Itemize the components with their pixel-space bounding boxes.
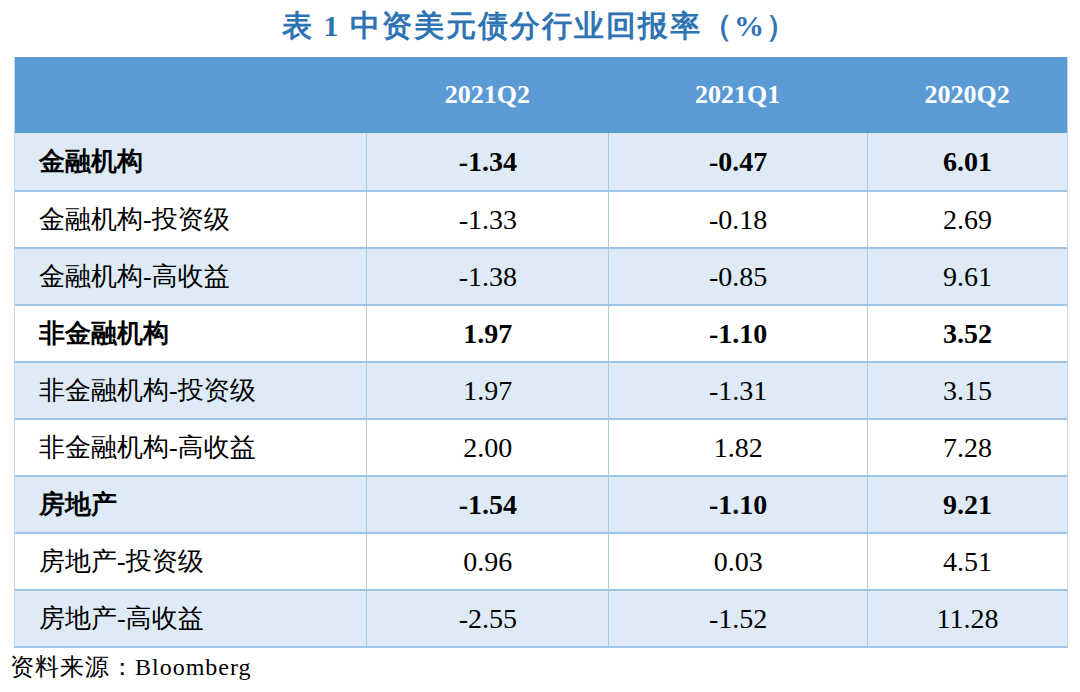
- table-row: 房地产-投资级0.960.034.51: [15, 532, 1067, 589]
- value-cell: 4.51: [867, 534, 1067, 589]
- value-cell: 1.82: [608, 420, 867, 475]
- value-cell: 7.28: [867, 420, 1067, 475]
- header-cell-2021q1: 2021Q1: [608, 57, 867, 133]
- table-row: 非金融机构-投资级1.97-1.313.15: [15, 361, 1067, 418]
- value-cell: 2.69: [867, 192, 1067, 247]
- row-label: 金融机构-投资级: [15, 192, 366, 247]
- sector-returns-table: 2021Q2 2021Q1 2020Q2 金融机构-1.34-0.476.01金…: [14, 57, 1068, 648]
- value-cell: -1.38: [366, 249, 608, 304]
- value-cell: 0.03: [608, 534, 867, 589]
- value-cell: 6.01: [867, 133, 1067, 190]
- value-cell: -0.47: [608, 133, 867, 190]
- value-cell: 1.97: [366, 306, 608, 361]
- row-label: 金融机构: [15, 133, 366, 190]
- value-cell: -1.33: [366, 192, 608, 247]
- table-body: 金融机构-1.34-0.476.01金融机构-投资级-1.33-0.182.69…: [15, 133, 1067, 646]
- value-cell: 0.96: [366, 534, 608, 589]
- table-row: 非金融机构-高收益2.001.827.28: [15, 418, 1067, 475]
- value-cell: -1.10: [608, 306, 867, 361]
- source-note: 资料来源：Bloomberg: [10, 651, 252, 683]
- value-cell: -1.31: [608, 363, 867, 418]
- header-cell-2020q2: 2020Q2: [867, 57, 1067, 133]
- page: 表 1 中资美元债分行业回报率（%） 2021Q2 2021Q1 2020Q2 …: [0, 0, 1080, 692]
- table-row: 房地产-1.54-1.109.21: [15, 475, 1067, 532]
- value-cell: -2.55: [366, 591, 608, 646]
- value-cell: 9.21: [867, 477, 1067, 532]
- row-label: 非金融机构-高收益: [15, 420, 366, 475]
- value-cell: -1.10: [608, 477, 867, 532]
- row-label: 金融机构-高收益: [15, 249, 366, 304]
- table-title: 表 1 中资美元债分行业回报率（%）: [0, 6, 1080, 47]
- value-cell: -1.34: [366, 133, 608, 190]
- row-label: 房地产-高收益: [15, 591, 366, 646]
- table-header-row: 2021Q2 2021Q1 2020Q2: [15, 57, 1067, 133]
- table-row: 非金融机构1.97-1.103.52: [15, 304, 1067, 361]
- header-cell-sector: [15, 57, 366, 133]
- row-label: 房地产-投资级: [15, 534, 366, 589]
- table-row: 金融机构-投资级-1.33-0.182.69: [15, 190, 1067, 247]
- value-cell: -0.85: [608, 249, 867, 304]
- header-cell-2021q2: 2021Q2: [366, 57, 608, 133]
- table-row: 房地产-高收益-2.55-1.5211.28: [15, 589, 1067, 646]
- value-cell: 9.61: [867, 249, 1067, 304]
- value-cell: -0.18: [608, 192, 867, 247]
- row-label: 非金融机构: [15, 306, 366, 361]
- value-cell: 3.52: [867, 306, 1067, 361]
- value-cell: 3.15: [867, 363, 1067, 418]
- value-cell: 11.28: [867, 591, 1067, 646]
- row-label: 非金融机构-投资级: [15, 363, 366, 418]
- value-cell: 2.00: [366, 420, 608, 475]
- value-cell: -1.52: [608, 591, 867, 646]
- value-cell: 1.97: [366, 363, 608, 418]
- table-row: 金融机构-1.34-0.476.01: [15, 133, 1067, 190]
- value-cell: -1.54: [366, 477, 608, 532]
- table-row: 金融机构-高收益-1.38-0.859.61: [15, 247, 1067, 304]
- row-label: 房地产: [15, 477, 366, 532]
